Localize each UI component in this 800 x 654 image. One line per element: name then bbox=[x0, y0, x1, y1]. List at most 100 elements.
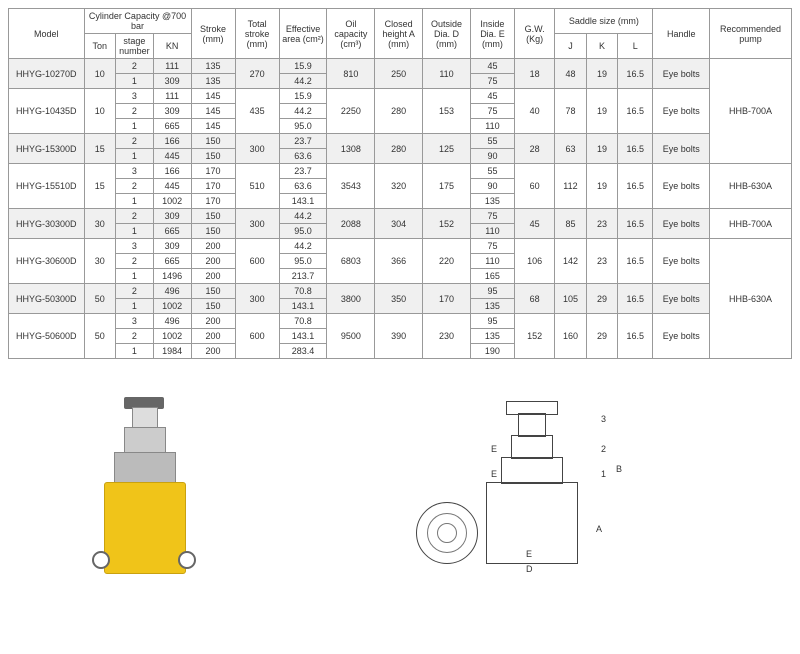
cell-eff: 70.8 bbox=[279, 284, 327, 299]
label-E2: E bbox=[491, 444, 497, 454]
cell-ind: 110 bbox=[470, 119, 514, 134]
cell-ton: 30 bbox=[84, 239, 115, 284]
cell-oil: 6803 bbox=[327, 239, 375, 284]
hdr-oil: Oil capacity (cm³) bbox=[327, 9, 375, 59]
cell-handle: Eye bolts bbox=[653, 164, 710, 209]
cell-gw: 40 bbox=[514, 89, 554, 134]
table-row: HHYG-15510D15316617051023.73543320175556… bbox=[9, 164, 792, 179]
hdr-J: J bbox=[555, 34, 586, 59]
cell-stroke: 150 bbox=[191, 299, 235, 314]
cell-stage: 2 bbox=[115, 104, 153, 119]
cell-eff: 44.2 bbox=[279, 104, 327, 119]
cell-stroke: 135 bbox=[191, 59, 235, 74]
cell-total-stroke: 300 bbox=[235, 209, 279, 239]
cell-eff: 23.7 bbox=[279, 164, 327, 179]
table-header: Model Cylinder Capacity @700 bar Stroke … bbox=[9, 9, 792, 59]
cell-model: HHYG-50300D bbox=[9, 284, 85, 314]
cell-ind: 165 bbox=[470, 269, 514, 284]
cell-kn: 496 bbox=[153, 284, 191, 299]
cell-kn: 1984 bbox=[153, 344, 191, 359]
cell-stage: 1 bbox=[115, 269, 153, 284]
cell-stroke: 145 bbox=[191, 119, 235, 134]
cell-gw: 152 bbox=[514, 314, 554, 359]
cell-L: 16.5 bbox=[618, 59, 653, 89]
cell-pump: HHB-700A bbox=[710, 209, 792, 239]
cell-gw: 106 bbox=[514, 239, 554, 284]
cell-eff: 95.0 bbox=[279, 224, 327, 239]
cell-kn: 166 bbox=[153, 134, 191, 149]
cell-L: 16.5 bbox=[618, 89, 653, 134]
cell-ton: 10 bbox=[84, 59, 115, 89]
cell-ton: 15 bbox=[84, 164, 115, 209]
cell-stage: 1 bbox=[115, 344, 153, 359]
cell-stroke: 150 bbox=[191, 284, 235, 299]
cell-stroke: 145 bbox=[191, 89, 235, 104]
cell-K: 29 bbox=[586, 284, 617, 314]
cell-closed: 250 bbox=[375, 59, 423, 89]
cell-gw: 60 bbox=[514, 164, 554, 209]
hdr-stage: stage number bbox=[115, 34, 153, 59]
cell-stage: 3 bbox=[115, 239, 153, 254]
cell-outd: 110 bbox=[423, 59, 471, 89]
cell-model: HHYG-30600D bbox=[9, 239, 85, 284]
cell-eff: 15.9 bbox=[279, 59, 327, 74]
cell-stage: 2 bbox=[115, 59, 153, 74]
cell-model: HHYG-50600D bbox=[9, 314, 85, 359]
cell-total-stroke: 600 bbox=[235, 239, 279, 284]
cell-J: 142 bbox=[555, 239, 586, 284]
cell-eff: 283.4 bbox=[279, 344, 327, 359]
cell-stage: 1 bbox=[115, 194, 153, 209]
hdr-stroke: Stroke (mm) bbox=[191, 9, 235, 59]
cell-total-stroke: 270 bbox=[235, 59, 279, 89]
hdr-handle: Handle bbox=[653, 9, 710, 59]
cell-ton: 30 bbox=[84, 209, 115, 239]
cell-eff: 95.0 bbox=[279, 119, 327, 134]
hdr-kn: KN bbox=[153, 34, 191, 59]
table-row: HHYG-30600D30330920060044.26803366220751… bbox=[9, 239, 792, 254]
cell-kn: 166 bbox=[153, 164, 191, 179]
cell-stroke: 170 bbox=[191, 179, 235, 194]
cell-oil: 2088 bbox=[327, 209, 375, 239]
label-E: E bbox=[491, 469, 497, 479]
cell-stroke: 200 bbox=[191, 254, 235, 269]
cell-stage: 1 bbox=[115, 74, 153, 89]
cell-eff: 95.0 bbox=[279, 254, 327, 269]
cell-kn: 309 bbox=[153, 239, 191, 254]
cell-kn: 1002 bbox=[153, 194, 191, 209]
cell-closed: 304 bbox=[375, 209, 423, 239]
cell-stroke: 200 bbox=[191, 344, 235, 359]
cell-oil: 2250 bbox=[327, 89, 375, 134]
cell-J: 78 bbox=[555, 89, 586, 134]
cell-stage: 1 bbox=[115, 119, 153, 134]
cell-stage: 2 bbox=[115, 329, 153, 344]
cell-ton: 50 bbox=[84, 284, 115, 314]
cell-eff: 213.7 bbox=[279, 269, 327, 284]
label-1: 1 bbox=[601, 469, 606, 479]
cell-eff: 143.1 bbox=[279, 299, 327, 314]
cell-K: 19 bbox=[586, 164, 617, 209]
spec-table: Model Cylinder Capacity @700 bar Stroke … bbox=[8, 8, 792, 359]
cell-L: 16.5 bbox=[618, 314, 653, 359]
cell-oil: 1308 bbox=[327, 134, 375, 164]
cell-handle: Eye bolts bbox=[653, 59, 710, 89]
cell-stage: 3 bbox=[115, 89, 153, 104]
cell-stage: 2 bbox=[115, 179, 153, 194]
cell-K: 23 bbox=[586, 209, 617, 239]
cell-stage: 3 bbox=[115, 314, 153, 329]
cell-oil: 3800 bbox=[327, 284, 375, 314]
cell-oil: 9500 bbox=[327, 314, 375, 359]
cell-kn: 309 bbox=[153, 104, 191, 119]
hdr-total-stroke: Total stroke (mm) bbox=[235, 9, 279, 59]
cell-stroke: 200 bbox=[191, 314, 235, 329]
cell-eff: 44.2 bbox=[279, 209, 327, 224]
cell-ind: 190 bbox=[470, 344, 514, 359]
cell-K: 29 bbox=[586, 314, 617, 359]
cell-L: 16.5 bbox=[618, 284, 653, 314]
label-A: A bbox=[596, 524, 602, 534]
cell-handle: Eye bolts bbox=[653, 314, 710, 359]
cell-kn: 309 bbox=[153, 209, 191, 224]
cell-ind: 75 bbox=[470, 239, 514, 254]
cell-total-stroke: 600 bbox=[235, 314, 279, 359]
hdr-gw: G.W. (Kg) bbox=[514, 9, 554, 59]
table-row: HHYG-10435D10311114543515.92250280153454… bbox=[9, 89, 792, 104]
